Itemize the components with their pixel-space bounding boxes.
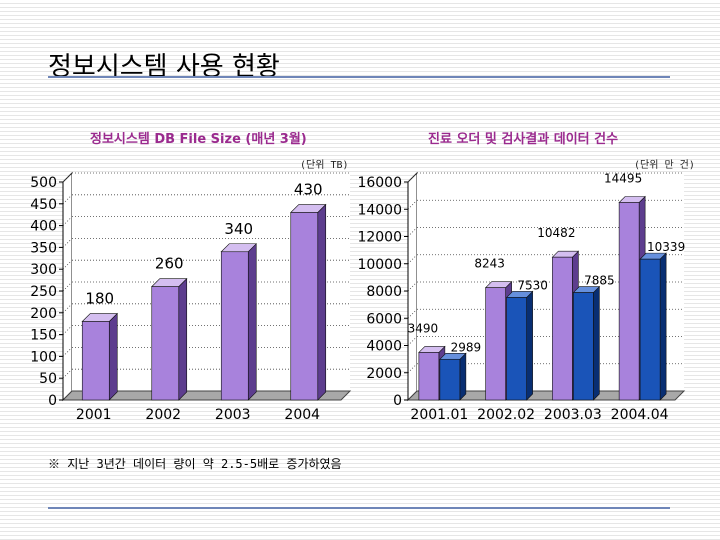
footnote: ※ 지난 3년간 데이터 량이 약 2.5-5배로 증가하였음 bbox=[48, 457, 342, 471]
c2-ytick-label: 0 bbox=[393, 393, 402, 409]
c2-xtick-label: 2003.03 bbox=[544, 407, 602, 423]
c1-gridline-side bbox=[62, 238, 73, 248]
title-underline bbox=[48, 76, 670, 78]
c2-bar-진료 오더-2003.03 bbox=[552, 256, 573, 401]
c1-gridline-side bbox=[62, 347, 73, 357]
c1-xtick-label: 2003 bbox=[215, 407, 251, 423]
c2-data-label: 10339 bbox=[647, 240, 685, 254]
c2-bar-검사결과-2002.02 bbox=[506, 297, 527, 401]
c2-gridline-side bbox=[407, 281, 418, 292]
c1-xtick-label: 2004 bbox=[284, 407, 320, 423]
c2-ytick-label: 6000 bbox=[366, 311, 402, 327]
c1-ytick-label: 0 bbox=[48, 393, 57, 409]
c2-bar-검사결과-2004.04 bbox=[639, 258, 661, 401]
c1-gridline-side bbox=[62, 216, 73, 226]
c2-gridline-side bbox=[407, 363, 418, 374]
c1-bar-DB File Size-2004 bbox=[290, 212, 319, 401]
c2-data-label: 7885 bbox=[584, 274, 615, 288]
c2-bar-진료 오더-2001.01 bbox=[418, 352, 440, 401]
c2-gridline-side bbox=[407, 254, 418, 265]
c2-data-label: 14495 bbox=[604, 172, 642, 186]
c1-ytick-label: 150 bbox=[30, 328, 57, 344]
c1-gridline-side bbox=[62, 259, 73, 270]
c1-bar-DB File Size-2003 bbox=[220, 251, 249, 401]
c2-ytick-label: 10000 bbox=[357, 257, 402, 273]
c2-data-label: 10482 bbox=[537, 226, 575, 240]
c2-gridline-side bbox=[407, 336, 418, 346]
c1-gridline-side bbox=[62, 172, 73, 183]
c2-ytick-label: 16000 bbox=[357, 175, 402, 191]
c2-ytick-label: 8000 bbox=[366, 284, 402, 300]
c1-gridline-side bbox=[62, 194, 73, 205]
c1-gridline-side bbox=[62, 303, 73, 314]
c2-ytick-label: 4000 bbox=[366, 339, 402, 355]
c1-data-label: 340 bbox=[224, 220, 253, 238]
c2-xtick-label: 2002.02 bbox=[477, 407, 535, 423]
c2-data-label: 7530 bbox=[517, 278, 548, 292]
c2-xtick-label: 2004.04 bbox=[611, 407, 669, 423]
chart1-unit-label: (단위 TB) bbox=[300, 160, 349, 171]
c2-bar-검사결과-2001.01 bbox=[439, 358, 461, 401]
c2-bar-side bbox=[593, 285, 600, 401]
chart2-title: 진료 오더 및 검사결과 데이터 건수 bbox=[428, 132, 619, 147]
bottom-rule bbox=[48, 507, 670, 509]
c1-bar-DB File Size-2002 bbox=[151, 286, 180, 401]
c2-ytick-label: 14000 bbox=[357, 202, 402, 218]
c1-ytick-label: 350 bbox=[30, 240, 57, 256]
c2-ytick-label: 12000 bbox=[357, 230, 402, 246]
c2-data-label: 2989 bbox=[451, 340, 482, 354]
c2-bar-진료 오더-2004.04 bbox=[618, 202, 640, 401]
c1-ytick-label: 400 bbox=[30, 219, 57, 235]
c1-gridline-side bbox=[62, 325, 73, 335]
c1-gridline-side bbox=[62, 281, 73, 292]
c1-data-label: 180 bbox=[85, 290, 114, 308]
c1-data-label: 260 bbox=[155, 255, 184, 273]
c1-ytick-label: 100 bbox=[30, 349, 57, 365]
c1-ytick-label: 500 bbox=[30, 175, 57, 191]
c1-ytick-label: 300 bbox=[30, 262, 57, 278]
c2-gridline-side bbox=[407, 308, 418, 319]
c1-bar-DB File Size-2001 bbox=[81, 321, 110, 401]
c2-ytick-label: 2000 bbox=[366, 366, 402, 382]
chart2-unit-label: (단위 만 건) bbox=[634, 160, 695, 171]
c2-gridline-side bbox=[407, 227, 418, 237]
c1-ytick-label: 50 bbox=[39, 371, 57, 387]
c2-data-label: 8243 bbox=[474, 257, 505, 271]
c1-ytick-label: 200 bbox=[30, 306, 57, 322]
c2-bar-side bbox=[659, 252, 667, 401]
c2-bar-검사결과-2003.03 bbox=[573, 292, 594, 401]
c1-ytick-label: 250 bbox=[30, 284, 57, 300]
c2-bar-진료 오더-2002.02 bbox=[485, 287, 506, 401]
c2-gridline-side bbox=[407, 199, 418, 210]
c2-bar-side bbox=[526, 290, 533, 401]
c2-data-label: 3490 bbox=[408, 321, 439, 335]
c1-xtick-label: 2001 bbox=[76, 407, 112, 423]
chart1-title: 정보시스템 DB File Size (매년 3월) bbox=[90, 132, 307, 147]
c2-gridline-side bbox=[407, 172, 418, 183]
c2-bar-side bbox=[459, 352, 467, 401]
c1-ytick-label: 450 bbox=[30, 197, 57, 213]
c1-gridline-side bbox=[62, 368, 73, 379]
c2-xtick-label: 2001.01 bbox=[410, 407, 468, 423]
c1-data-label: 430 bbox=[294, 181, 323, 199]
c1-xtick-label: 2002 bbox=[145, 407, 181, 423]
